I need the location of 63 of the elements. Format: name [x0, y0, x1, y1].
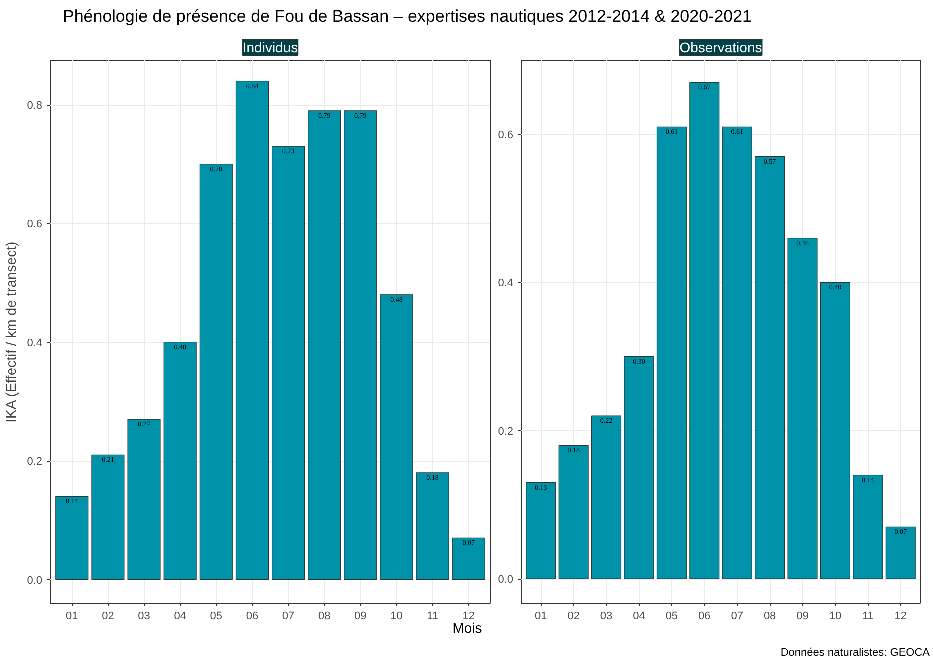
bar	[56, 496, 89, 580]
bar	[380, 294, 414, 580]
bar	[820, 282, 850, 580]
bar	[344, 110, 378, 580]
bar	[853, 475, 884, 580]
bar	[722, 126, 752, 580]
bar	[164, 342, 197, 580]
y-tick-label: 0.4	[27, 337, 43, 350]
bar	[236, 80, 269, 580]
bar	[592, 416, 622, 580]
x-tick-label: 04	[174, 610, 186, 622]
x-tick-label: 09	[354, 610, 367, 622]
x-tick-label: 05	[666, 610, 678, 622]
x-tick-label: 06	[698, 610, 711, 622]
x-tick-label: 12	[894, 610, 908, 622]
x-tick-label: 07	[282, 610, 295, 622]
bar	[92, 454, 125, 580]
chart-subtitle: Observations	[680, 40, 762, 56]
y-tick-label: 0.4	[498, 278, 514, 290]
bar	[128, 419, 161, 580]
x-tick-label: 11	[862, 610, 874, 622]
y-tick-label: 0.2	[498, 426, 514, 438]
bar	[886, 526, 916, 580]
x-tick-label: 07	[731, 610, 744, 622]
x-tick-label: 05	[210, 610, 223, 622]
x-tick-label: 09	[796, 610, 809, 622]
x-tick-label: 01	[535, 610, 548, 622]
bar	[656, 126, 687, 580]
bar	[690, 82, 720, 580]
y-tick-label: 0.2	[27, 456, 43, 468]
y-axis-title: IKA (Effectif / km de transect)	[3, 242, 20, 423]
x-tick-label: 04	[633, 610, 646, 622]
x-tick-label: 02	[102, 610, 114, 622]
y-tick-label: 0.0	[498, 574, 514, 586]
x-axis-title: Mois	[452, 620, 482, 638]
bar	[200, 164, 233, 580]
x-tick-label: 12	[462, 610, 475, 622]
y-tick-label: 0.6	[27, 218, 43, 231]
x-tick-label: 01	[66, 610, 78, 622]
x-tick-label: 02	[568, 610, 580, 622]
x-tick-label: 08	[764, 610, 776, 622]
bar	[452, 538, 486, 580]
bar	[526, 482, 556, 580]
text: Données naturalistes: GEOCA	[780, 646, 930, 661]
x-tick-label: 10	[390, 610, 403, 622]
x-tick-label: 11	[427, 610, 439, 622]
bar	[788, 238, 818, 580]
x-tick-label: 10	[829, 610, 842, 622]
x-tick-label: 08	[318, 610, 331, 622]
x-tick-label: 03	[600, 610, 613, 622]
bar	[416, 472, 450, 580]
y-tick-label: 0.0	[27, 574, 43, 587]
chart-subtitle: Individus	[242, 40, 298, 56]
bar	[558, 445, 589, 580]
x-tick-label: 06	[246, 610, 259, 622]
bar	[755, 156, 786, 580]
bar	[308, 110, 342, 580]
chart-title: Phénologie de présence de Fou de Bassan – expertises nautiques 2012-2014 & 2020-2021	[63, 6, 752, 28]
bar	[624, 356, 654, 580]
x-tick-label: 03	[138, 610, 150, 622]
y-tick-label: 0.6	[498, 130, 514, 142]
bar	[272, 146, 306, 580]
y-tick-label: 0.8	[27, 100, 43, 112]
